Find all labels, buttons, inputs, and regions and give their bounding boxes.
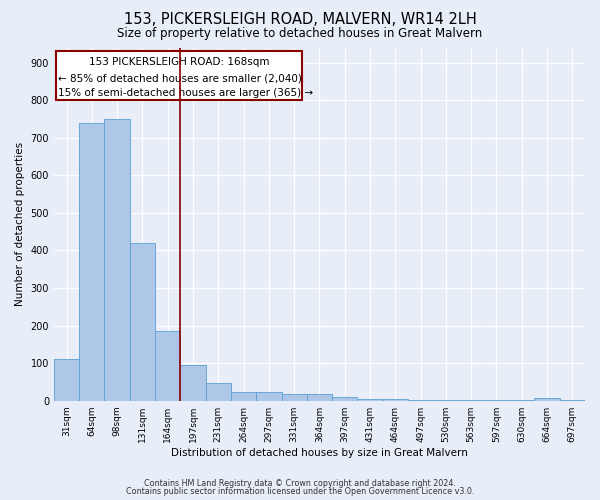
Text: Contains HM Land Registry data © Crown copyright and database right 2024.: Contains HM Land Registry data © Crown c… <box>144 478 456 488</box>
Text: 153, PICKERSLEIGH ROAD, MALVERN, WR14 2LH: 153, PICKERSLEIGH ROAD, MALVERN, WR14 2L… <box>124 12 476 28</box>
Bar <box>535 398 560 400</box>
Text: 15% of semi-detached houses are larger (365) →: 15% of semi-detached houses are larger (… <box>58 88 314 98</box>
Bar <box>79 122 104 400</box>
Bar <box>56 50 302 100</box>
Y-axis label: Number of detached properties: Number of detached properties <box>15 142 25 306</box>
Bar <box>130 243 155 400</box>
Text: ← 85% of detached houses are smaller (2,040): ← 85% of detached houses are smaller (2,… <box>58 73 302 83</box>
Bar <box>358 399 383 400</box>
Bar <box>281 394 307 400</box>
Bar <box>383 399 408 400</box>
Bar <box>332 397 358 400</box>
Bar <box>256 392 281 400</box>
Bar <box>54 360 79 401</box>
X-axis label: Distribution of detached houses by size in Great Malvern: Distribution of detached houses by size … <box>171 448 468 458</box>
Bar <box>307 394 332 400</box>
Bar <box>181 365 206 400</box>
Bar <box>206 383 231 400</box>
Text: 153 PICKERSLEIGH ROAD: 168sqm: 153 PICKERSLEIGH ROAD: 168sqm <box>89 58 269 68</box>
Bar <box>231 392 256 400</box>
Bar <box>104 119 130 400</box>
Text: Size of property relative to detached houses in Great Malvern: Size of property relative to detached ho… <box>118 28 482 40</box>
Bar <box>155 331 181 400</box>
Text: Contains public sector information licensed under the Open Government Licence v3: Contains public sector information licen… <box>126 487 474 496</box>
